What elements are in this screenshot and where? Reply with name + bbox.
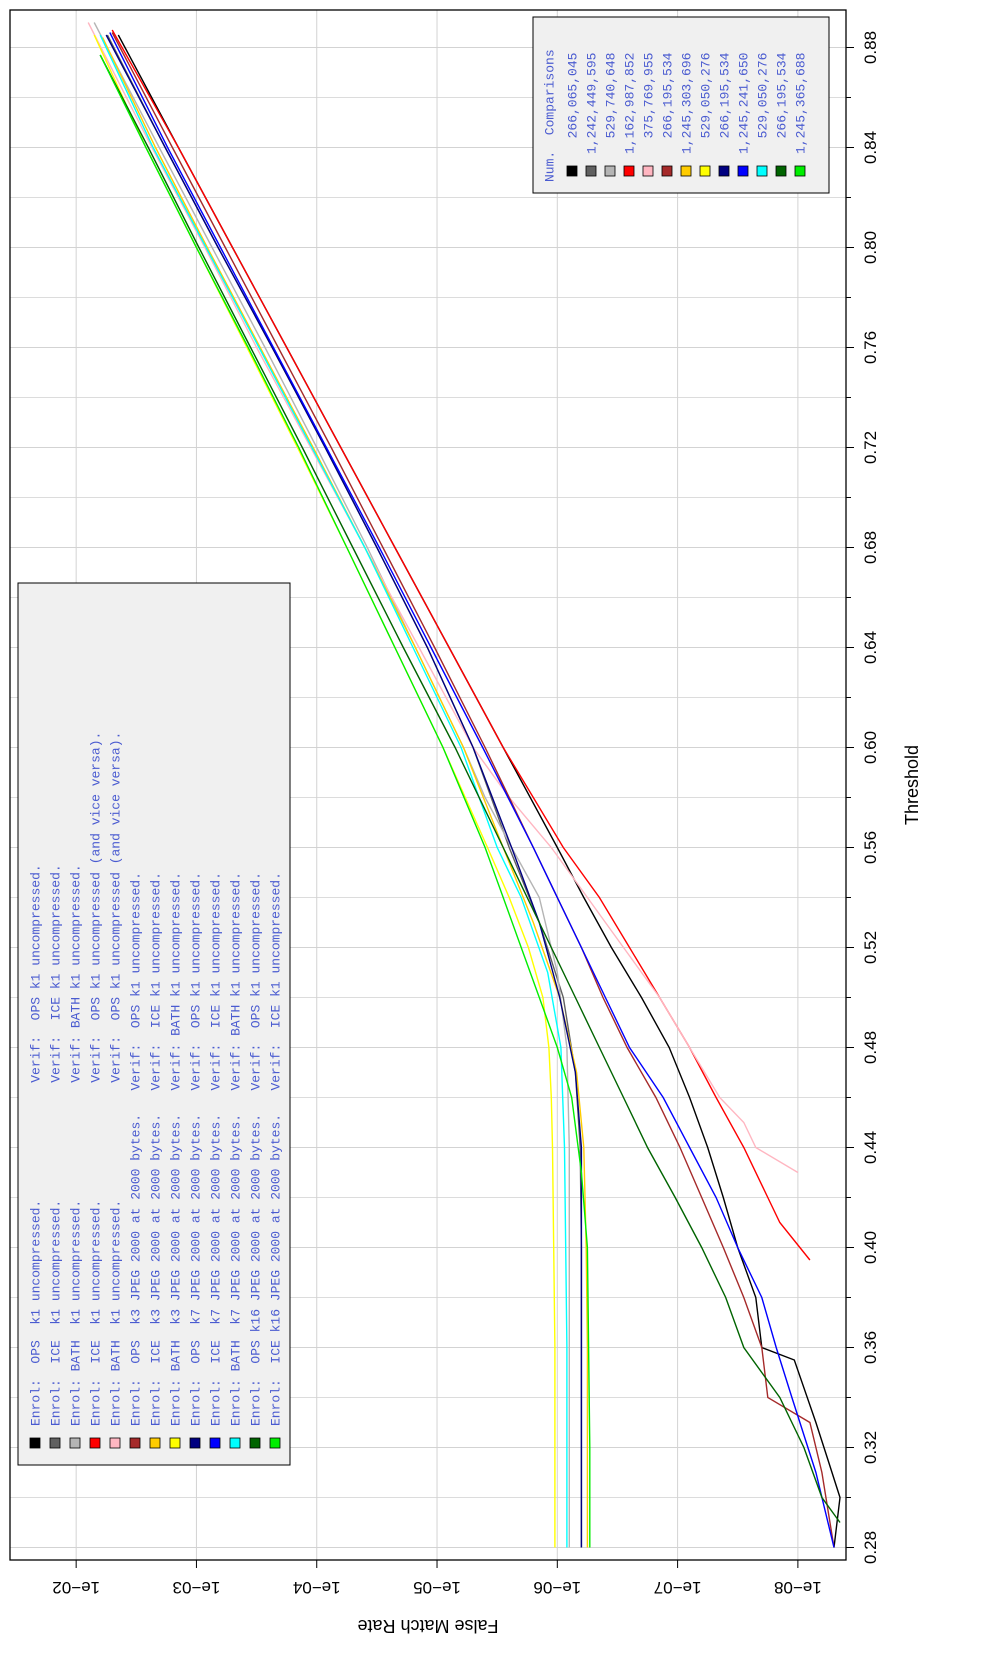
legend-counts-entry-label: 1,162,987,852 <box>623 53 638 154</box>
fmr-tick-label: 1e−04 <box>293 1578 341 1597</box>
series-line-13 <box>99 54 591 1548</box>
legend-main-entry-label: Enrol: ICE k1 uncompressed. Verif: OPS k… <box>89 732 104 1426</box>
legend-main-entry-swatch <box>189 1437 201 1449</box>
threshold-tick-label: 0.40 <box>861 1231 880 1264</box>
threshold-tick-label: 0.80 <box>861 231 880 264</box>
legend-counts-entry-swatch <box>680 165 692 177</box>
legend-main: Enrol: OPS k1 uncompressed. Verif: OPS k… <box>17 582 291 1466</box>
legend-main-entry-label: Enrol: ICE k16 JPEG 2000 at 2000 bytes. … <box>269 872 284 1426</box>
legend-main-entry-label: Enrol: BATH k7 JPEG 2000 at 2000 bytes. … <box>229 872 244 1426</box>
series-line-5 <box>87 22 799 1174</box>
legend-box <box>532 16 830 194</box>
fmr-tick-label: 1e−02 <box>52 1578 100 1597</box>
legend-counts-entry-label: 529,740,648 <box>604 53 619 154</box>
legend-counts-entry-label: 266,195,534 <box>775 52 790 154</box>
threshold-tick-label: 0.32 <box>861 1431 880 1464</box>
legend-counts-entry-label: 266,195,534 <box>718 52 733 154</box>
series-line-8 <box>93 34 556 1548</box>
legend-main-entry-swatch <box>229 1437 241 1449</box>
fmr-tick-label: 1e−06 <box>533 1578 581 1597</box>
legend-counts-entry-swatch <box>699 165 711 177</box>
legend-main-entry-swatch <box>29 1437 41 1449</box>
threshold-tick-label: 0.28 <box>861 1531 880 1564</box>
legend-counts-entry-label: 1,245,241,650 <box>737 53 752 154</box>
axis-ticks: 0.28 0.32 0.36 0.40 0.44 0.48 0.52 0.56 0.60 0.64… <box>52 31 880 1597</box>
series-line-6 <box>111 32 835 1548</box>
legend-main-entry-label: Enrol: BATH k1 uncompressed. Verif: OPS … <box>109 732 124 1426</box>
legend-main-entry-label: Enrol: OPS k3 JPEG 2000 at 2000 bytes. V… <box>129 872 144 1426</box>
fmr-tick-label: 1e−05 <box>413 1578 461 1597</box>
legend-counts-entry-swatch <box>718 165 730 177</box>
legend-counts-entry-label: 529,050,276 <box>756 53 771 154</box>
legend-counts-entry-swatch <box>566 165 578 177</box>
fmr-tick-label: 1e−03 <box>173 1578 221 1597</box>
legend-counts-entry-swatch <box>737 165 749 177</box>
legend-counts-entry-swatch <box>623 165 635 177</box>
legend-main-entry-swatch <box>109 1437 121 1449</box>
series-line-3 <box>93 22 570 1548</box>
legend-counts-entry-label: 1,245,365,688 <box>794 53 809 154</box>
legend-main-entry-label: Enrol: BATH k1 uncompressed. Verif: BATH… <box>69 864 84 1426</box>
legend-counts-entry-swatch <box>794 165 806 177</box>
series-line-11 <box>99 34 568 1548</box>
threshold-tick-label: 0.64 <box>861 631 880 664</box>
legend-main-entry-label: Enrol: ICE k1 uncompressed. Verif: ICE k… <box>49 864 64 1426</box>
plot-frame <box>9 9 847 1561</box>
threshold-tick-label: 0.60 <box>861 731 880 764</box>
x-axis-title: Threshold <box>902 745 922 825</box>
legend-counts-entry-label: 1,245,303,696 <box>680 53 695 154</box>
legend-counts-entry-label: 529,050,276 <box>699 53 714 154</box>
legend-main-entry-label: Enrol: ICE k7 JPEG 2000 at 2000 bytes. V… <box>209 872 224 1426</box>
legend-counts-entry-swatch <box>775 165 787 177</box>
threshold-tick-label: 0.84 <box>861 131 880 164</box>
legend-counts-entry-swatch <box>604 165 616 177</box>
legend-main-entry-swatch <box>149 1437 161 1449</box>
series-line-10 <box>109 32 835 1548</box>
y-axis-title: False Match Rate <box>357 1616 498 1636</box>
threshold-tick-label: 0.52 <box>861 931 880 964</box>
threshold-tick-label: 0.36 <box>861 1331 880 1364</box>
legend-main-entry-swatch <box>269 1437 281 1449</box>
series-line-9 <box>105 34 583 1548</box>
threshold-tick-label: 0.88 <box>861 31 880 64</box>
legend-counts-entry-label: 266,195,534 <box>661 52 676 154</box>
series-layer <box>87 22 841 1548</box>
legend-main-entry-swatch <box>169 1437 181 1449</box>
legend-main-entry-swatch <box>209 1437 221 1449</box>
legend-main-entry-label: Enrol: OPS k7 JPEG 2000 at 2000 bytes. V… <box>189 872 204 1426</box>
threshold-tick-label: 0.68 <box>861 531 880 564</box>
legend-main-entry-label: Enrol: BATH k3 JPEG 2000 at 2000 bytes. … <box>169 872 184 1426</box>
legend-main-entry-swatch <box>49 1437 61 1449</box>
legend-main-entry-label: Enrol: OPS k16 JPEG 2000 at 2000 bytes. … <box>249 872 264 1426</box>
threshold-tick-label: 0.72 <box>861 431 880 464</box>
legend-main-entry-label: Enrol: ICE k3 JPEG 2000 at 2000 bytes. V… <box>149 872 164 1426</box>
legend-counts-entry-swatch <box>642 165 654 177</box>
legend-counts: Num. Comparisons 266,065,045 1,242,449,59… <box>532 16 830 194</box>
legend-main-entry-label: Enrol: OPS k1 uncompressed. Verif: OPS k… <box>29 864 44 1426</box>
legend-main-entry-swatch <box>89 1437 101 1449</box>
threshold-tick-label: 0.56 <box>861 831 880 864</box>
threshold-tick-label: 0.48 <box>861 1031 880 1064</box>
legend-main-entry-swatch <box>69 1437 81 1449</box>
legend-counts-entry-swatch <box>585 165 597 177</box>
series-line-4 <box>111 29 811 1261</box>
series-line-12 <box>99 54 841 1523</box>
legend-main-entry-swatch <box>129 1437 141 1449</box>
threshold-tick-label: 0.76 <box>861 331 880 364</box>
legend-main-entry-swatch <box>249 1437 261 1449</box>
threshold-tick-label: 0.44 <box>861 1131 880 1164</box>
legend-counts-entry-label: 375,769,955 <box>642 53 657 154</box>
fmr-tick-label: 1e−07 <box>654 1578 702 1597</box>
legend-counts-entry-swatch <box>756 165 768 177</box>
legend-counts-entry-label: 1,242,449,595 <box>585 53 600 154</box>
legend-counts-header-label: Num. Comparisons <box>543 49 558 182</box>
fmr-tick-label: 1e−08 <box>774 1578 822 1597</box>
legend-counts-entry-swatch <box>661 165 673 177</box>
legend-box <box>17 582 291 1466</box>
legend-counts-entry-label: 266,065,045 <box>566 53 581 154</box>
